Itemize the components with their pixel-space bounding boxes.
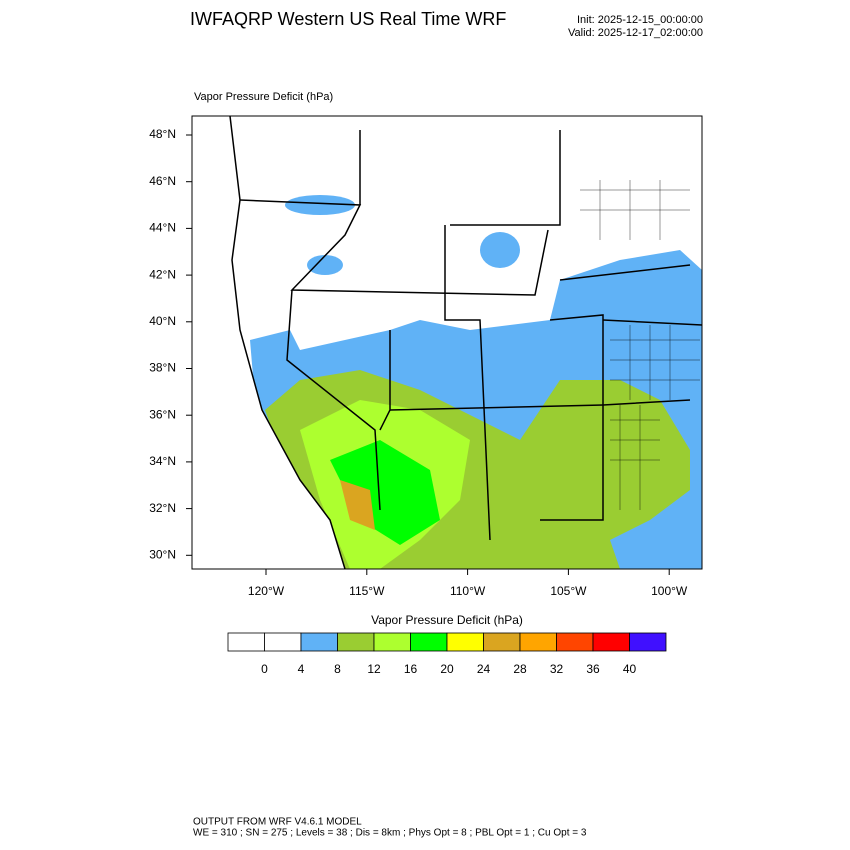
colorbar-box: [227, 632, 265, 652]
colorbar-box: [483, 632, 521, 652]
init-time: Init: 2025-12-15_00:00:00: [577, 14, 703, 26]
lat-label: 46°N: [149, 174, 176, 188]
colorbar-label: 36: [586, 662, 600, 676]
map-frame: [191, 115, 703, 570]
colorbar-box: [410, 632, 448, 652]
map-title: Vapor Pressure Deficit (hPa): [194, 91, 333, 103]
colorbar-label: 16: [404, 662, 418, 676]
colorbar-label: 32: [550, 662, 564, 676]
lat-label: 40°N: [149, 314, 176, 328]
colorbar-box: [337, 632, 375, 652]
ocean: [192, 116, 345, 569]
colorbar-label: 0: [261, 662, 268, 676]
lon-label: 105°W: [550, 584, 587, 598]
lon-label: 110°W: [450, 584, 486, 598]
vpd-area: [285, 195, 355, 215]
colorbar-box: [592, 632, 630, 652]
lat-label: 42°N: [149, 267, 176, 281]
colorbar-label: 28: [513, 662, 527, 676]
colorbar-label: 4: [298, 662, 305, 676]
lon-label: 115°W: [349, 584, 385, 598]
colorbar: 0 4 8 12 16 20 24 28 32 36 40: [227, 632, 667, 676]
lat-label: 32°N: [149, 501, 176, 515]
vpd-area: [340, 480, 375, 530]
valid-time: Valid: 2025-12-17_02:00:00: [568, 27, 703, 39]
colorbar-label: 8: [334, 662, 341, 676]
colorbar-label: 40: [623, 662, 637, 676]
colorbar-box: [446, 632, 484, 652]
county-borders: [580, 180, 700, 510]
title: IWFAQRP Western US Real Time WRF: [190, 9, 506, 29]
lat-label: 34°N: [149, 454, 176, 468]
lon-label: 120°W: [248, 584, 285, 598]
lat-label: 36°N: [149, 407, 176, 421]
colorbar-label: 24: [477, 662, 491, 676]
lat-label: 48°N: [149, 127, 176, 141]
lat-label: 44°N: [149, 221, 176, 235]
state-borders: [229, 116, 702, 569]
colorbar-box: [264, 632, 302, 652]
vpd-area: [480, 232, 520, 268]
colorbar-label: 20: [440, 662, 454, 676]
lon-label: 100°W: [651, 584, 688, 598]
colorbar-box: [373, 632, 411, 652]
lon-labels: 120°W 115°W 110°W 105°W 100°W: [248, 569, 688, 598]
colorbar-title: Vapor Pressure Deficit (hPa): [371, 613, 523, 627]
lat-labels: 48°N 46°N 44°N 42°N 40°N 38°N 36°N 34°N 32°N 30°N: [149, 127, 192, 561]
vpd-area: [307, 255, 343, 275]
footer-line: OUTPUT FROM WRF V4.6.1 MODEL: [193, 817, 362, 828]
vpd-area: [330, 440, 440, 545]
colorbar-box: [519, 632, 557, 652]
colorbar-box: [629, 632, 667, 652]
map: [191, 115, 703, 570]
colorbar-label: 12: [367, 662, 381, 676]
colorbar-box: [300, 632, 338, 652]
lat-label: 30°N: [149, 547, 176, 561]
footer-line: WE = 310 ; SN = 275 ; Levels = 38 ; Dis …: [193, 828, 587, 839]
colorbar-box: [556, 632, 594, 652]
lat-label: 38°N: [149, 361, 176, 375]
